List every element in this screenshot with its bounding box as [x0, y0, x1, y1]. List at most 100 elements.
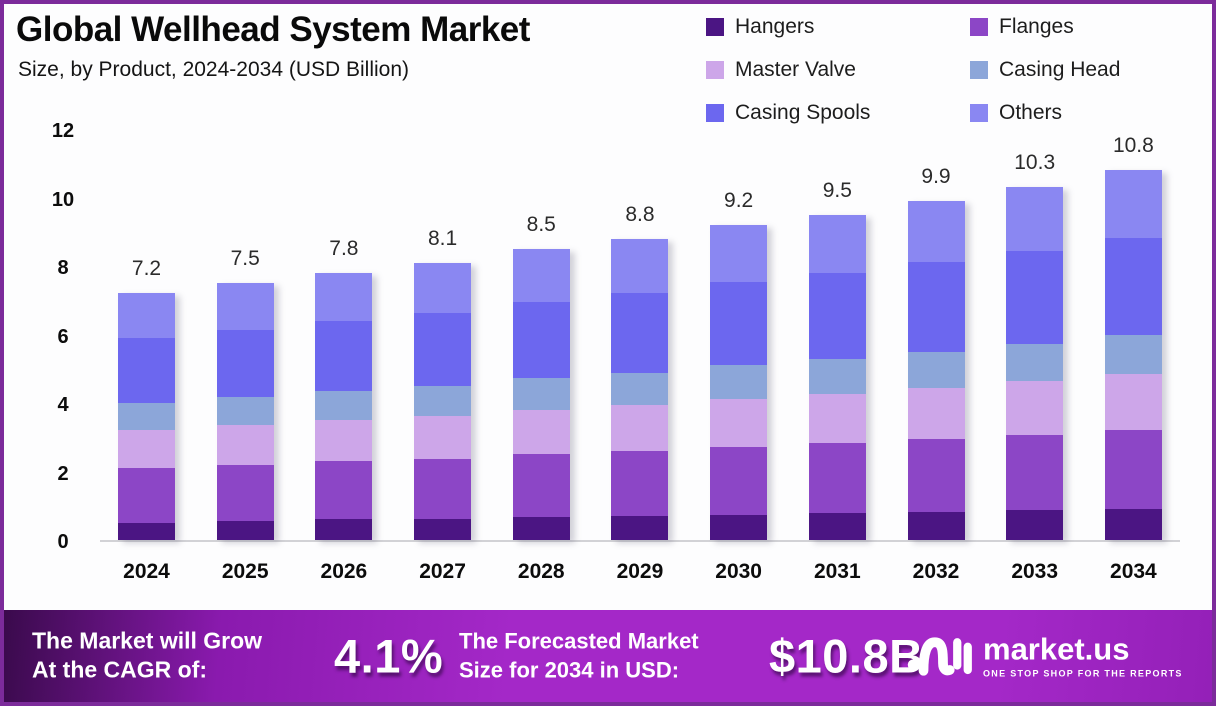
bar-segment-hangers — [512, 517, 570, 540]
bar-segment-casing-head — [414, 385, 472, 417]
legend-item-casing-spools: Casing Spools — [706, 101, 970, 125]
forecast-label-line1: The Forecasted Market — [459, 628, 699, 654]
bar-segment-hangers — [907, 511, 965, 540]
bar-segment-casing-head — [710, 365, 768, 400]
legend-label: Casing Spools — [735, 101, 871, 124]
bar-segment-flanges — [611, 450, 669, 516]
y-axis-tick-label: 0 — [57, 531, 69, 553]
bar-column-2031: 9.5 2031 — [808, 131, 866, 583]
bar-segment-master-valve — [512, 409, 570, 455]
bar-stack — [1104, 170, 1162, 540]
bar-segment-master-valve — [414, 416, 472, 459]
x-axis-year-label: 2034 — [1110, 560, 1157, 583]
bar-column-2025: 7.5 2025 — [216, 131, 274, 583]
legend-item-hangers: Hangers — [706, 15, 970, 39]
bar-value-label: 9.5 — [822, 178, 852, 202]
bar-segment-casing-spools — [611, 293, 669, 373]
y-axis-tick-label: 4 — [57, 394, 69, 416]
bar-segment-casing-head — [907, 351, 965, 388]
bar-segment-casing-spools — [1104, 237, 1162, 335]
y-axis-tick-label: 12 — [51, 120, 75, 142]
bar-segment-flanges — [1006, 434, 1064, 511]
logo-tagline: ONE STOP SHOP FOR THE REPORTS — [983, 668, 1183, 679]
logo-name: market.us — [983, 631, 1130, 667]
bar-segment-hangers — [216, 521, 274, 540]
bar-segment-flanges — [118, 468, 175, 523]
bar-segment-others — [315, 272, 373, 321]
bar-column-2032: 9.9 2032 — [907, 131, 965, 583]
bar-segment-casing-spools — [808, 273, 866, 360]
bar-segment-master-valve — [118, 430, 175, 469]
plot-area: 7.2 2024 7.5 2025 7.8 2026 8.1 2027 8.5 2028 8.8 20… — [100, 131, 1180, 583]
legend-label: Flanges — [999, 15, 1074, 38]
bar-value-label: 7.2 — [131, 257, 162, 281]
bar-segment-hangers — [1006, 510, 1064, 540]
bar-column-2034: 10.8 2034 — [1104, 131, 1162, 583]
bar-segment-casing-head — [512, 378, 570, 410]
bar-segment-others — [1006, 187, 1064, 251]
bar-segment-casing-head — [118, 403, 175, 431]
bar-stack — [611, 238, 669, 540]
legend-swatch-icon — [706, 61, 724, 79]
legend-swatch-icon — [970, 61, 988, 79]
forecast-label: The Forecasted Market Size for 2034 in U… — [459, 627, 699, 684]
bar-stack — [118, 293, 175, 540]
bar-segment-hangers — [315, 519, 373, 540]
bar-stack — [710, 225, 768, 540]
bar-segment-master-valve — [907, 387, 965, 440]
bar-segment-others — [611, 238, 669, 294]
bar-segment-master-valve — [216, 425, 274, 465]
footer-banner: The Market will Grow At the CAGR of: 4.1… — [4, 610, 1212, 702]
logo-text-block: market.us ONE STOP SHOP FOR THE REPORTS — [983, 634, 1183, 679]
bar-segment-master-valve — [1104, 374, 1162, 430]
x-axis-year-label: 2031 — [813, 560, 861, 583]
bar-segment-others — [907, 200, 965, 262]
legend-label: Master Valve — [735, 58, 856, 81]
bar-segment-flanges — [1104, 429, 1162, 509]
bar-segment-casing-head — [1104, 334, 1162, 375]
bar-segment-casing-head — [315, 391, 373, 421]
bar-segment-casing-spools — [216, 329, 274, 398]
bar-segment-others — [414, 262, 472, 313]
legend-swatch-icon — [706, 18, 724, 36]
bar-segment-hangers — [808, 513, 866, 540]
market-us-squiggle-icon — [907, 627, 973, 686]
legend-label: Casing Head — [999, 58, 1121, 81]
page-title: Global Wellhead System Market — [16, 10, 530, 49]
bar-segment-others — [1104, 170, 1162, 238]
x-axis-year-label: 2028 — [517, 560, 565, 583]
x-axis-year-label: 2024 — [123, 560, 170, 583]
market-us-logo: market.us ONE STOP SHOP FOR THE REPORTS — [907, 627, 1183, 686]
chart-legend: Hangers Flanges Master Valve Casing Head Cas… — [706, 15, 1176, 125]
bar-segment-casing-head — [216, 397, 274, 426]
bar-segment-casing-spools — [512, 301, 570, 379]
bar-column-2028: 8.5 2028 — [512, 131, 570, 583]
bar-segment-casing-head — [611, 372, 669, 406]
bar-value-label: 10.8 — [1112, 134, 1154, 158]
bar-segment-hangers — [1104, 508, 1162, 540]
bar-column-2027: 8.1 2027 — [414, 131, 472, 583]
bar-value-label: 10.3 — [1014, 151, 1056, 175]
bar-segment-master-valve — [611, 405, 669, 451]
bar-segment-hangers — [611, 516, 669, 540]
bar-value-label: 9.2 — [724, 188, 754, 212]
y-axis-tick-label: 10 — [51, 188, 75, 211]
bar-segment-others — [808, 214, 866, 274]
bar-column-2033: 10.3 2033 — [1006, 131, 1064, 583]
x-axis-year-label: 2033 — [1011, 560, 1059, 583]
bar-segment-hangers — [710, 514, 768, 540]
y-axis-tick-label: 2 — [57, 462, 69, 485]
bar-segment-flanges — [808, 443, 866, 514]
cagr-value: 4.1% — [334, 629, 444, 683]
bar-stack — [1006, 187, 1064, 540]
bar-segment-casing-head — [1006, 343, 1064, 382]
x-axis-year-label: 2032 — [912, 560, 960, 583]
forecast-label-line2: Size for 2034 in USD: — [459, 657, 680, 682]
bar-column-2030: 9.2 2030 — [710, 131, 768, 583]
bar-value-label: 9.9 — [921, 164, 951, 188]
bar-segment-flanges — [414, 458, 472, 519]
legend-swatch-icon — [970, 104, 988, 122]
bar-segment-others — [216, 283, 274, 330]
bar-column-2029: 8.8 2029 — [611, 131, 669, 583]
bar-segment-master-valve — [1006, 381, 1064, 435]
